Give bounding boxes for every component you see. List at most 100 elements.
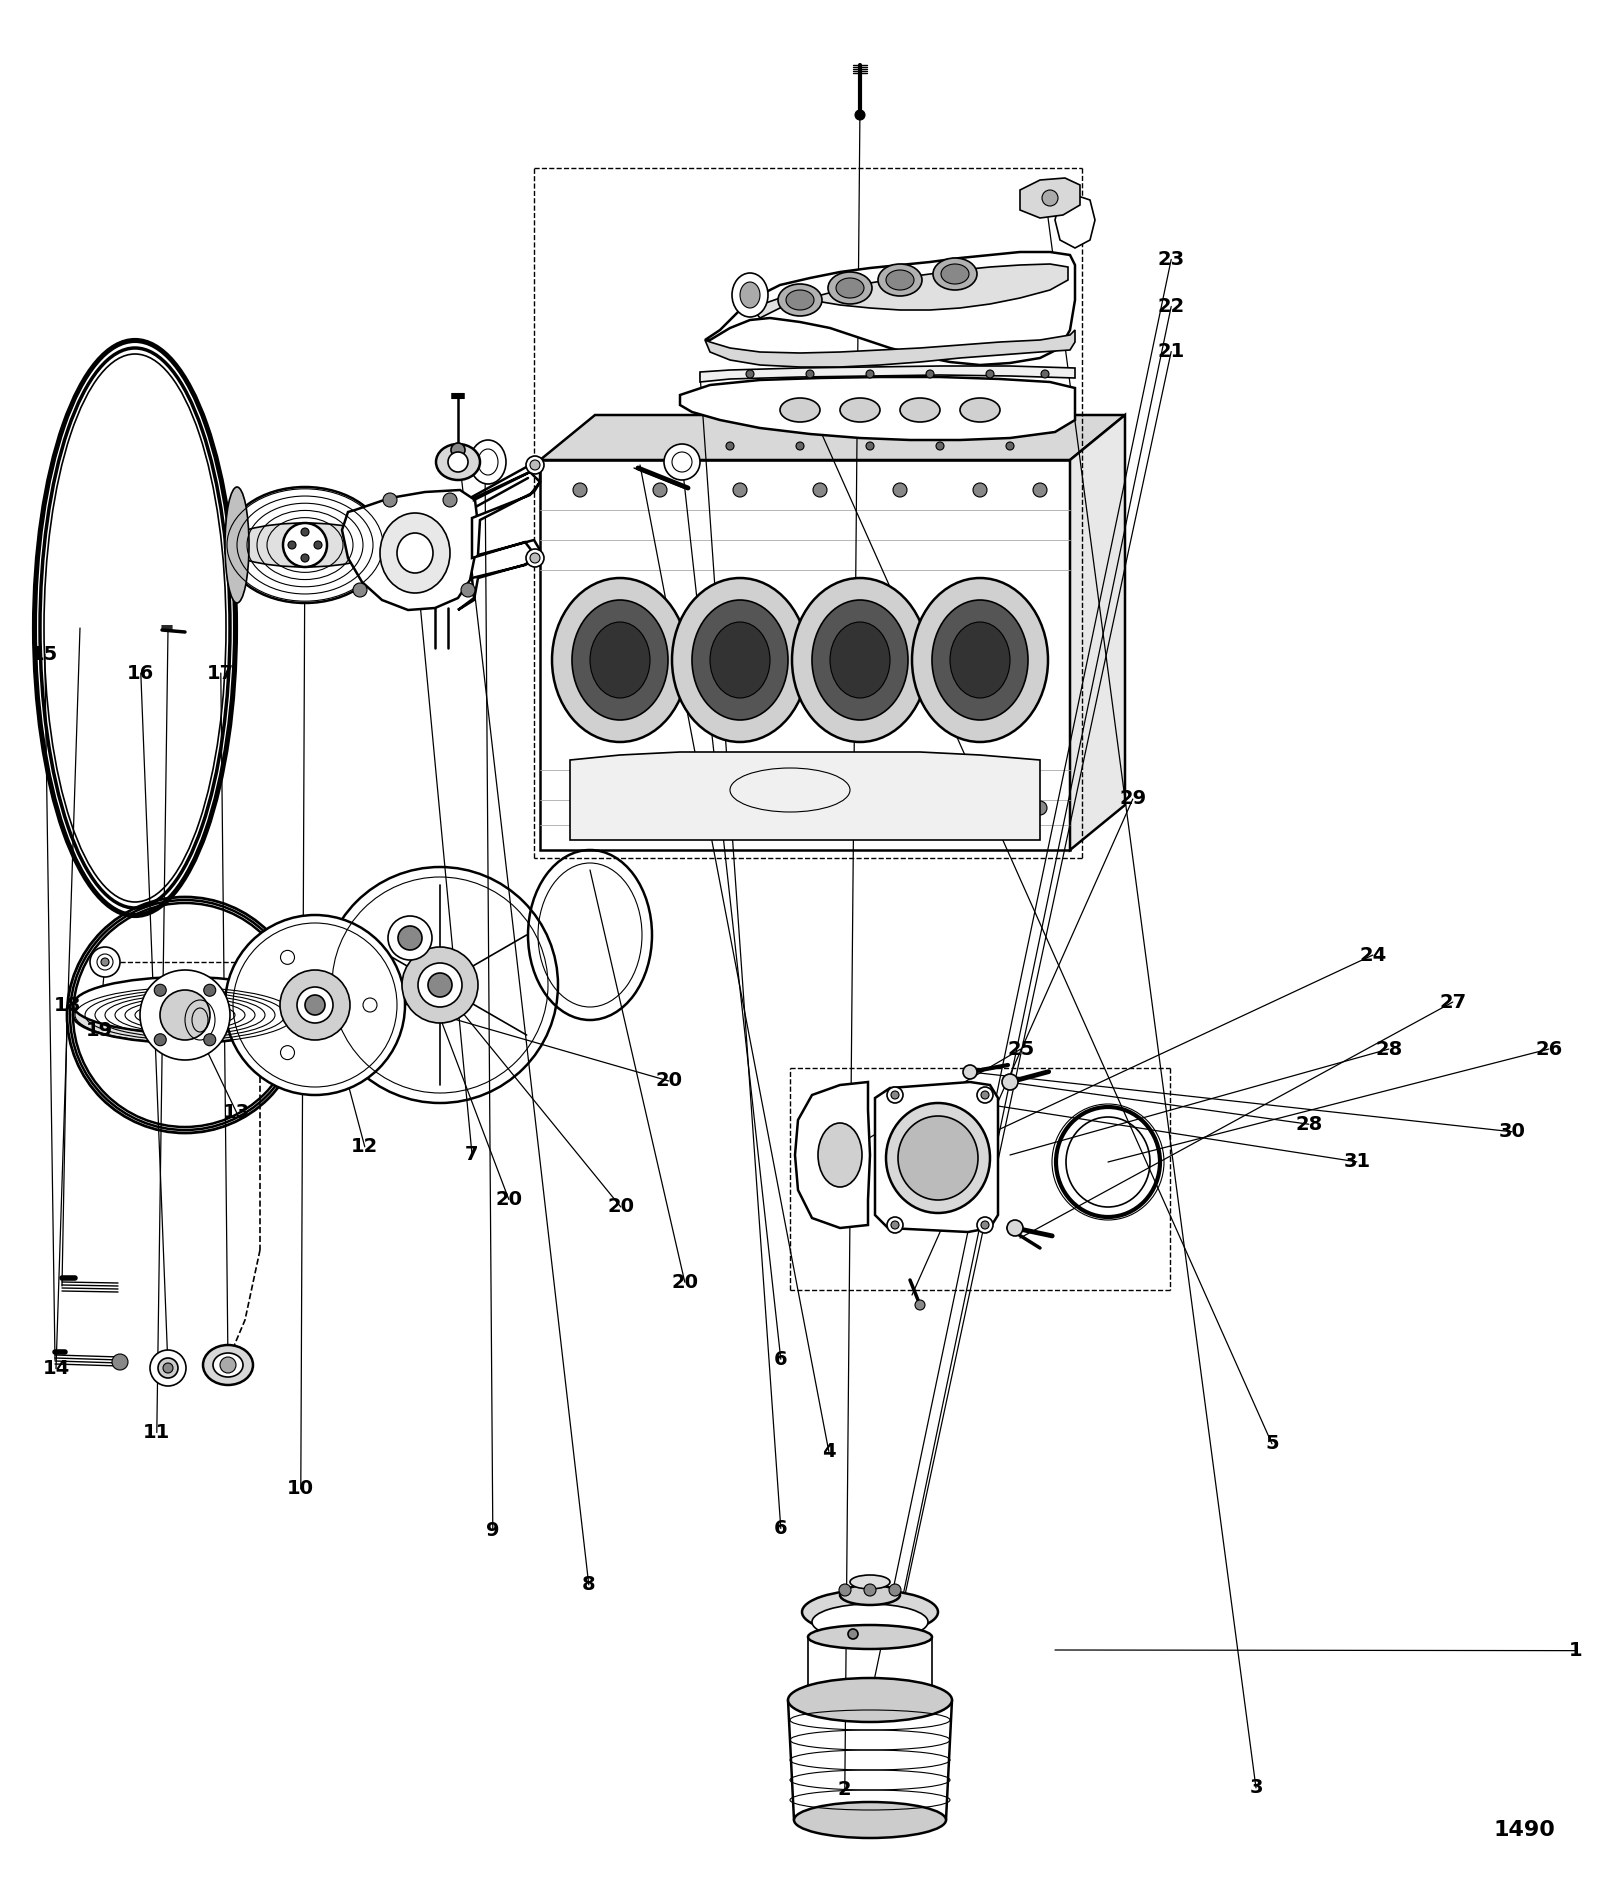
Circle shape <box>890 1585 901 1596</box>
Ellipse shape <box>691 600 787 720</box>
Polygon shape <box>458 461 541 609</box>
Polygon shape <box>541 415 1125 461</box>
Circle shape <box>221 1357 237 1372</box>
Circle shape <box>112 1354 128 1371</box>
Circle shape <box>382 493 397 508</box>
Text: 20: 20 <box>608 1198 634 1216</box>
Ellipse shape <box>794 1803 946 1839</box>
Ellipse shape <box>878 263 922 295</box>
Ellipse shape <box>280 970 350 1040</box>
Text: 15: 15 <box>30 645 59 664</box>
Polygon shape <box>1021 179 1080 218</box>
Polygon shape <box>541 461 1070 850</box>
Circle shape <box>848 1628 858 1639</box>
Text: 14: 14 <box>42 1359 70 1378</box>
Ellipse shape <box>960 399 1000 421</box>
Circle shape <box>973 483 987 496</box>
Circle shape <box>530 553 541 562</box>
Circle shape <box>280 951 294 964</box>
Polygon shape <box>795 1083 870 1228</box>
Ellipse shape <box>470 440 506 483</box>
Ellipse shape <box>402 948 478 1023</box>
Ellipse shape <box>573 600 669 720</box>
Ellipse shape <box>778 284 822 316</box>
Text: 6: 6 <box>774 1519 787 1538</box>
Ellipse shape <box>733 273 768 318</box>
Polygon shape <box>875 1083 998 1231</box>
Ellipse shape <box>552 577 688 743</box>
Circle shape <box>526 549 544 568</box>
Text: 1: 1 <box>1570 1641 1582 1660</box>
Text: 29: 29 <box>1120 790 1146 808</box>
Circle shape <box>398 927 422 949</box>
Text: 25: 25 <box>1006 1040 1035 1058</box>
Circle shape <box>746 370 754 378</box>
Circle shape <box>283 523 326 568</box>
Circle shape <box>448 451 467 472</box>
Circle shape <box>891 1220 899 1230</box>
Circle shape <box>387 916 432 961</box>
Polygon shape <box>706 252 1075 365</box>
Ellipse shape <box>829 273 872 305</box>
Circle shape <box>301 528 309 536</box>
Ellipse shape <box>813 600 909 720</box>
Ellipse shape <box>813 1604 928 1639</box>
Circle shape <box>98 953 114 970</box>
Text: 12: 12 <box>350 1137 379 1156</box>
Ellipse shape <box>74 978 298 1032</box>
Ellipse shape <box>931 600 1027 720</box>
Circle shape <box>443 493 458 508</box>
Text: 30: 30 <box>1499 1122 1525 1141</box>
Circle shape <box>891 1090 899 1100</box>
Circle shape <box>306 995 325 1015</box>
Ellipse shape <box>899 399 941 421</box>
Ellipse shape <box>792 577 928 743</box>
Polygon shape <box>342 491 478 609</box>
Polygon shape <box>570 752 1040 840</box>
Ellipse shape <box>850 1575 890 1589</box>
Circle shape <box>806 370 814 378</box>
Text: 26: 26 <box>1534 1040 1563 1058</box>
Circle shape <box>838 1585 851 1596</box>
Circle shape <box>926 370 934 378</box>
Polygon shape <box>1054 196 1094 248</box>
Circle shape <box>301 555 309 562</box>
Circle shape <box>203 985 216 996</box>
Ellipse shape <box>802 1590 938 1634</box>
Ellipse shape <box>590 622 650 697</box>
Text: 24: 24 <box>1358 946 1387 964</box>
Ellipse shape <box>418 963 462 1008</box>
Ellipse shape <box>941 263 970 284</box>
Circle shape <box>280 1045 294 1060</box>
Circle shape <box>530 461 541 470</box>
Circle shape <box>978 1087 994 1104</box>
Text: 22: 22 <box>1157 297 1186 316</box>
Text: 11: 11 <box>142 1423 171 1442</box>
Circle shape <box>1006 1220 1022 1235</box>
Circle shape <box>101 959 109 966</box>
Text: 28: 28 <box>1374 1040 1403 1058</box>
Circle shape <box>733 801 747 816</box>
Circle shape <box>973 801 987 816</box>
Ellipse shape <box>435 444 480 479</box>
Circle shape <box>886 1216 902 1233</box>
Circle shape <box>653 483 667 496</box>
Circle shape <box>864 1585 877 1596</box>
Circle shape <box>154 985 166 996</box>
Circle shape <box>203 1034 216 1045</box>
Circle shape <box>429 974 453 996</box>
Circle shape <box>886 1087 902 1104</box>
Ellipse shape <box>818 1122 862 1186</box>
Circle shape <box>526 457 544 474</box>
Circle shape <box>854 111 866 120</box>
Polygon shape <box>680 378 1075 440</box>
Ellipse shape <box>781 399 819 421</box>
Circle shape <box>1002 1073 1018 1090</box>
Text: 20: 20 <box>672 1273 698 1292</box>
Circle shape <box>978 1216 994 1233</box>
Circle shape <box>936 442 944 449</box>
Text: 10: 10 <box>288 1480 314 1498</box>
Circle shape <box>314 541 322 549</box>
Text: 5: 5 <box>1266 1434 1278 1453</box>
Circle shape <box>150 1350 186 1386</box>
